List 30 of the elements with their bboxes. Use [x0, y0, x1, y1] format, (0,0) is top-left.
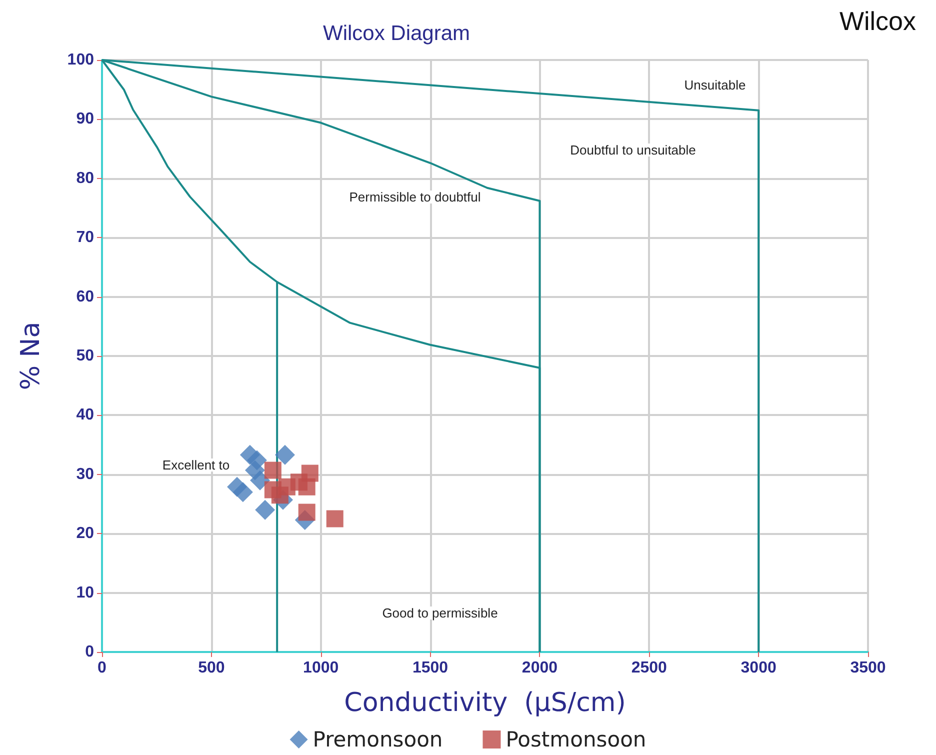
x-tick-label: 2500 — [631, 660, 668, 676]
annotation: Doubtful to unsuitable — [570, 142, 696, 158]
legend-label: Postmonsoon — [506, 728, 646, 752]
annotation: Unsuitable — [684, 78, 746, 92]
x-tick-label: 1000 — [303, 660, 339, 676]
legend-label: Premonsoon — [312, 728, 443, 752]
y-tick-label: 80 — [76, 170, 94, 187]
x-tick-label: 2000 — [522, 660, 558, 676]
y-tick-label: 50 — [76, 348, 94, 364]
y-tick-label: 100 — [67, 52, 94, 68]
y-tick-label: 90 — [76, 110, 94, 128]
y-axis-title: % Na — [16, 322, 46, 390]
y-tick-label: 60 — [76, 288, 94, 306]
y-tick-label: 10 — [76, 584, 94, 602]
y-tick-label: 40 — [76, 406, 94, 424]
x-tick-label: 500 — [198, 660, 225, 676]
x-axis-title: Conductivity (µS/cm) — [344, 688, 626, 718]
y-tick-label: 30 — [76, 466, 94, 483]
annotation: Permissible to doubtful — [349, 190, 481, 204]
annotation: Excellent to — [162, 458, 230, 472]
annotation: Good to permissible — [382, 606, 498, 620]
y-tick-label: 20 — [76, 525, 94, 542]
x-tick-label: 0 — [98, 660, 107, 676]
y-tick-label: 70 — [76, 229, 94, 246]
text: Wilcox — [839, 6, 916, 36]
y-tick-label: 0 — [85, 644, 94, 660]
chart-title: Wilcox Diagram — [323, 22, 470, 45]
x-tick-label: 3000 — [740, 660, 776, 676]
x-tick-label: 1500 — [412, 660, 448, 676]
x-tick-label: 3500 — [850, 660, 886, 676]
